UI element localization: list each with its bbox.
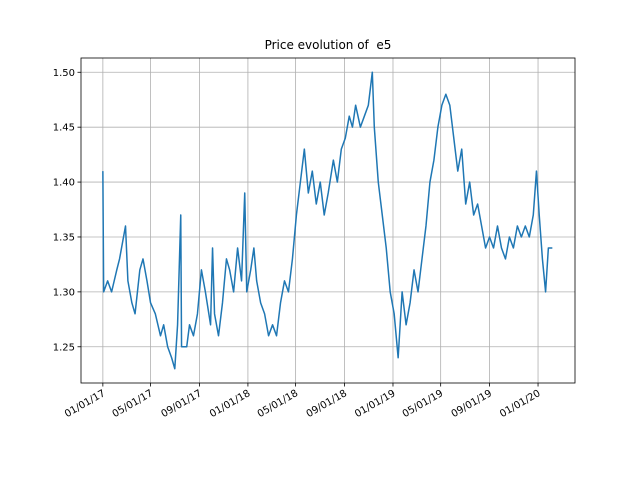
x-tick-label: 01/01/17 (63, 388, 107, 420)
y-tick-label: 1.45 (53, 123, 75, 134)
plot-frame (80, 57, 576, 384)
y-tick-label: 1.30 (53, 287, 75, 298)
x-tick-label: 05/01/17 (111, 388, 155, 420)
y-tick-label: 1.50 (53, 68, 75, 79)
y-tick-label: 1.35 (53, 232, 75, 243)
x-tick-label: 09/01/19 (450, 388, 494, 420)
x-tick-label: 01/01/18 (208, 388, 252, 420)
chart-title: Price evolution of e5 (265, 38, 392, 52)
y-tick-label: 1.40 (53, 178, 75, 189)
x-tick-label: 01/01/20 (498, 388, 542, 420)
x-tick-label: 09/01/17 (160, 388, 204, 420)
x-tick-label: 05/01/18 (256, 388, 300, 420)
x-tick-label: 05/01/19 (401, 388, 445, 420)
x-tick-label: 01/01/19 (353, 388, 397, 420)
x-tick-label: 09/01/18 (305, 388, 349, 420)
y-tick-label: 1.25 (53, 342, 75, 353)
price-line (102, 71, 553, 370)
